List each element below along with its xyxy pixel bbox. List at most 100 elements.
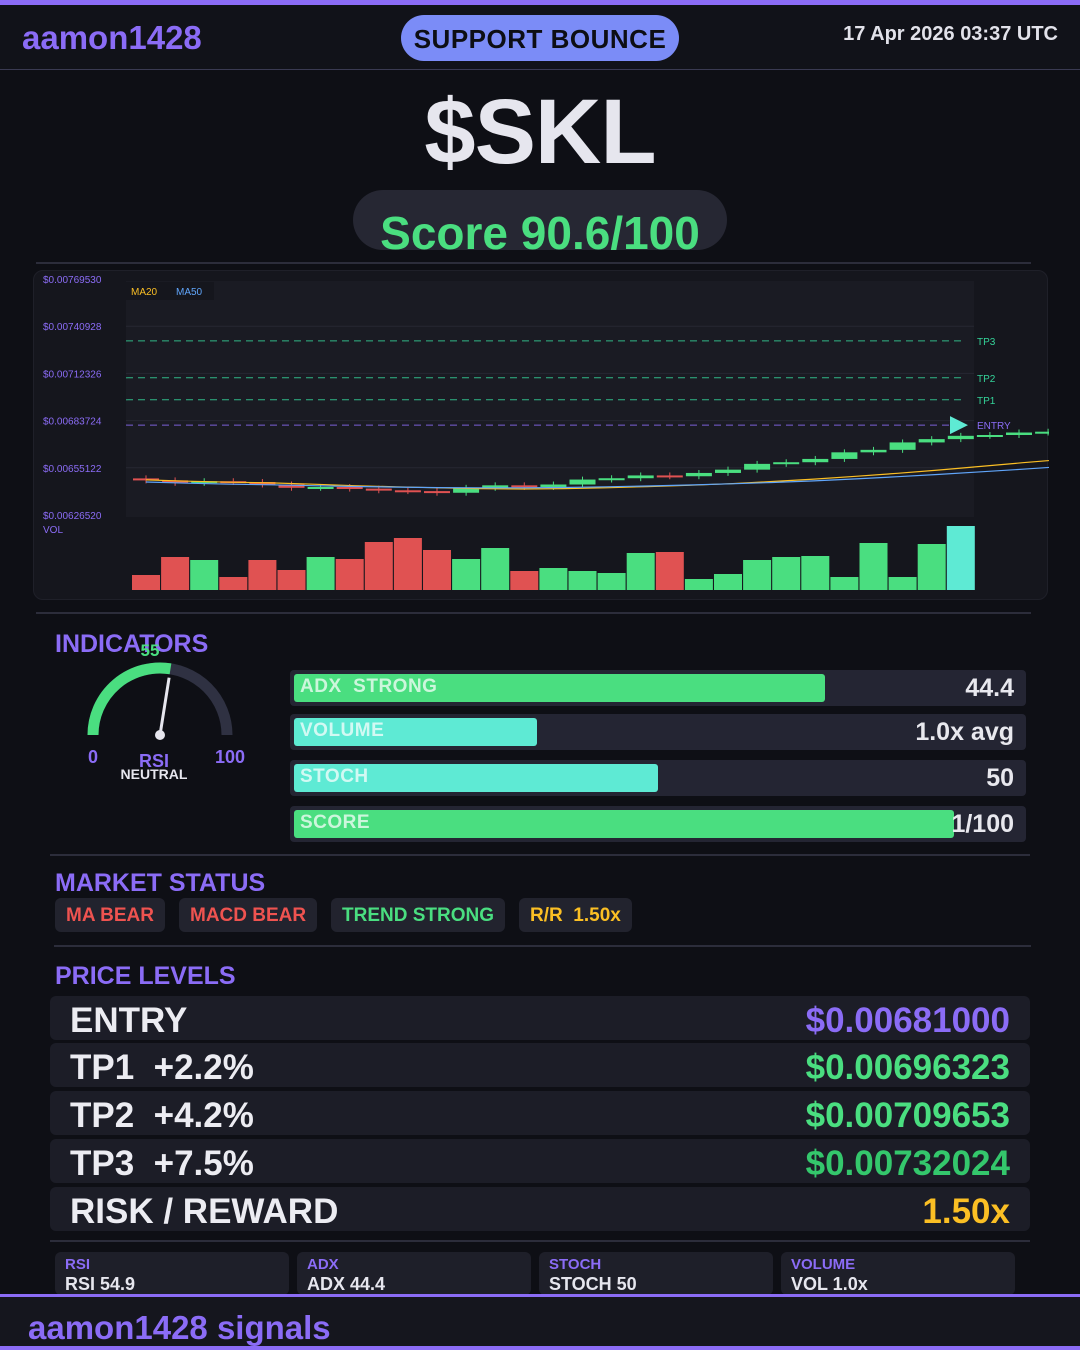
stat-value: ADX 44.4 bbox=[307, 1274, 386, 1294]
header-bar: aamon1428 SUPPORT BOUNCE 17 Apr 2026 03:… bbox=[0, 0, 1080, 70]
divider bbox=[50, 854, 1030, 856]
stat-card-volume: VOLUME VOL 1.0x bbox=[781, 1252, 1015, 1295]
price-chart: $0.00769530 $0.00740928 $0.00712326 $0.0068… bbox=[43, 275, 1080, 590]
candle-body bbox=[656, 475, 683, 478]
candle-body bbox=[744, 463, 771, 470]
price-level-row: ENTRY $0.00681000 bbox=[50, 996, 1030, 1040]
indicator-bar-score: SCORE 1/100 bbox=[290, 806, 1026, 842]
candle-body bbox=[1035, 431, 1062, 434]
volume-bar bbox=[219, 577, 248, 590]
stat-card-rsi: RSI RSI 54.9 bbox=[55, 1252, 289, 1295]
volume-bar bbox=[772, 557, 801, 590]
candle-body bbox=[598, 478, 625, 481]
footer-accent-line bbox=[0, 1346, 1080, 1350]
price-level-value: $0.00709653 bbox=[805, 1096, 1010, 1135]
legend-ma50: MA50 bbox=[176, 287, 203, 298]
candle-body bbox=[569, 479, 596, 485]
volume-bar bbox=[684, 579, 713, 590]
legend-box bbox=[126, 282, 214, 300]
candle-body bbox=[278, 484, 305, 488]
candle-body bbox=[947, 435, 974, 440]
candle-body bbox=[511, 485, 538, 488]
stat-value: VOL 1.0x bbox=[791, 1274, 868, 1294]
candle-body bbox=[889, 442, 916, 450]
indicator-bar-label: ADX STRONG bbox=[300, 676, 438, 697]
y-tick-label: $0.00626520 bbox=[43, 511, 102, 522]
volume-bar bbox=[306, 557, 335, 590]
brand-name: aamon1428 bbox=[22, 19, 202, 56]
indicator-bar-label: SCORE bbox=[300, 812, 371, 833]
price-level-value: $0.00681000 bbox=[805, 1001, 1010, 1040]
volume-bar bbox=[626, 553, 655, 590]
volume-bar bbox=[655, 552, 684, 590]
gauge-label: RSI bbox=[139, 751, 169, 771]
y-tick-label: $0.00683724 bbox=[43, 417, 102, 428]
ma20-line bbox=[145, 457, 1080, 490]
ticker-symbol: $SKL bbox=[424, 81, 656, 183]
score-text: Score 90.6/100 bbox=[380, 207, 700, 259]
price-level-value: $0.00696323 bbox=[805, 1048, 1010, 1087]
footer-brand: aamon1428 signals bbox=[28, 1309, 331, 1346]
gauge-fill bbox=[87, 662, 172, 736]
status-badge: TREND STRONG bbox=[331, 898, 505, 932]
status-badge: R/R 1.50x bbox=[519, 898, 632, 932]
candle-body bbox=[365, 488, 392, 491]
volume-bar bbox=[946, 526, 975, 590]
volume-bar bbox=[248, 560, 277, 590]
status-badge: MACD BEAR bbox=[179, 898, 318, 932]
candle-body bbox=[133, 478, 159, 481]
candle-body bbox=[191, 481, 218, 484]
volume-bar bbox=[481, 548, 510, 590]
volume-bar bbox=[539, 568, 568, 590]
price-level-name: ENTRY bbox=[70, 1001, 188, 1040]
signal-type-badge: SUPPORT BOUNCE bbox=[401, 15, 679, 61]
gauge-hub bbox=[155, 730, 165, 740]
candle-body bbox=[540, 484, 567, 487]
indicator-bar-value: 1.0x avg bbox=[915, 718, 1014, 746]
candle-body bbox=[685, 472, 712, 477]
ma50-line bbox=[145, 464, 1080, 489]
divider bbox=[36, 612, 1031, 614]
candle-body bbox=[1006, 432, 1032, 435]
market-status-title: MARKET STATUS bbox=[55, 869, 266, 897]
stat-value: RSI 54.9 bbox=[65, 1274, 136, 1294]
volume-bar bbox=[801, 556, 830, 590]
candle-body bbox=[715, 469, 741, 473]
status-badge: MA BEAR bbox=[55, 898, 165, 932]
stat-card-adx: ADX ADX 44.4 bbox=[297, 1252, 531, 1295]
level-label-tp1: TP1 bbox=[977, 396, 996, 407]
price-level-row: TP1 +2.2% $0.00696323 bbox=[50, 1043, 1030, 1087]
price-level-value: $0.00732024 bbox=[805, 1144, 1010, 1183]
stat-value: STOCH 50 bbox=[549, 1274, 637, 1294]
entry-arrow bbox=[950, 416, 968, 435]
price-level-row: TP3 +7.5% $0.00732024 bbox=[50, 1139, 1030, 1183]
candle-body bbox=[394, 490, 421, 493]
indicator-bar-stoch: STOCH 50 bbox=[290, 760, 1026, 796]
stat-label: STOCH bbox=[549, 1256, 602, 1273]
volume-bar bbox=[190, 560, 219, 590]
volume-bar bbox=[859, 543, 888, 590]
volume-bar bbox=[277, 570, 306, 590]
candle-body bbox=[482, 485, 509, 488]
indicators-title: INDICATORS bbox=[55, 630, 209, 658]
volume-bar bbox=[161, 557, 190, 590]
level-label-tp3: TP3 bbox=[977, 337, 996, 348]
volume-bar bbox=[917, 544, 946, 590]
price-levels-title: PRICE LEVELS bbox=[55, 962, 236, 990]
stat-card-stoch: STOCH STOCH 50 bbox=[539, 1252, 773, 1295]
price-level-name: TP1 +2.2% bbox=[70, 1048, 254, 1087]
stat-label: VOLUME bbox=[791, 1256, 856, 1273]
indicator-bar-fill bbox=[294, 718, 538, 746]
y-tick-label: $0.00769530 bbox=[43, 275, 102, 286]
candle-body bbox=[336, 486, 363, 489]
gauge-min: 0 bbox=[88, 747, 98, 767]
volume-bar bbox=[335, 559, 364, 590]
y-tick-label: $0.00655122 bbox=[43, 464, 102, 475]
candle-body bbox=[831, 452, 858, 459]
volume-bar bbox=[423, 550, 451, 590]
indicator-bar-label: STOCH bbox=[300, 766, 369, 787]
volume-bar bbox=[568, 571, 597, 590]
volume-bar bbox=[452, 559, 481, 590]
stat-label: ADX bbox=[307, 1256, 339, 1273]
indicator-bar-fill bbox=[294, 764, 658, 792]
